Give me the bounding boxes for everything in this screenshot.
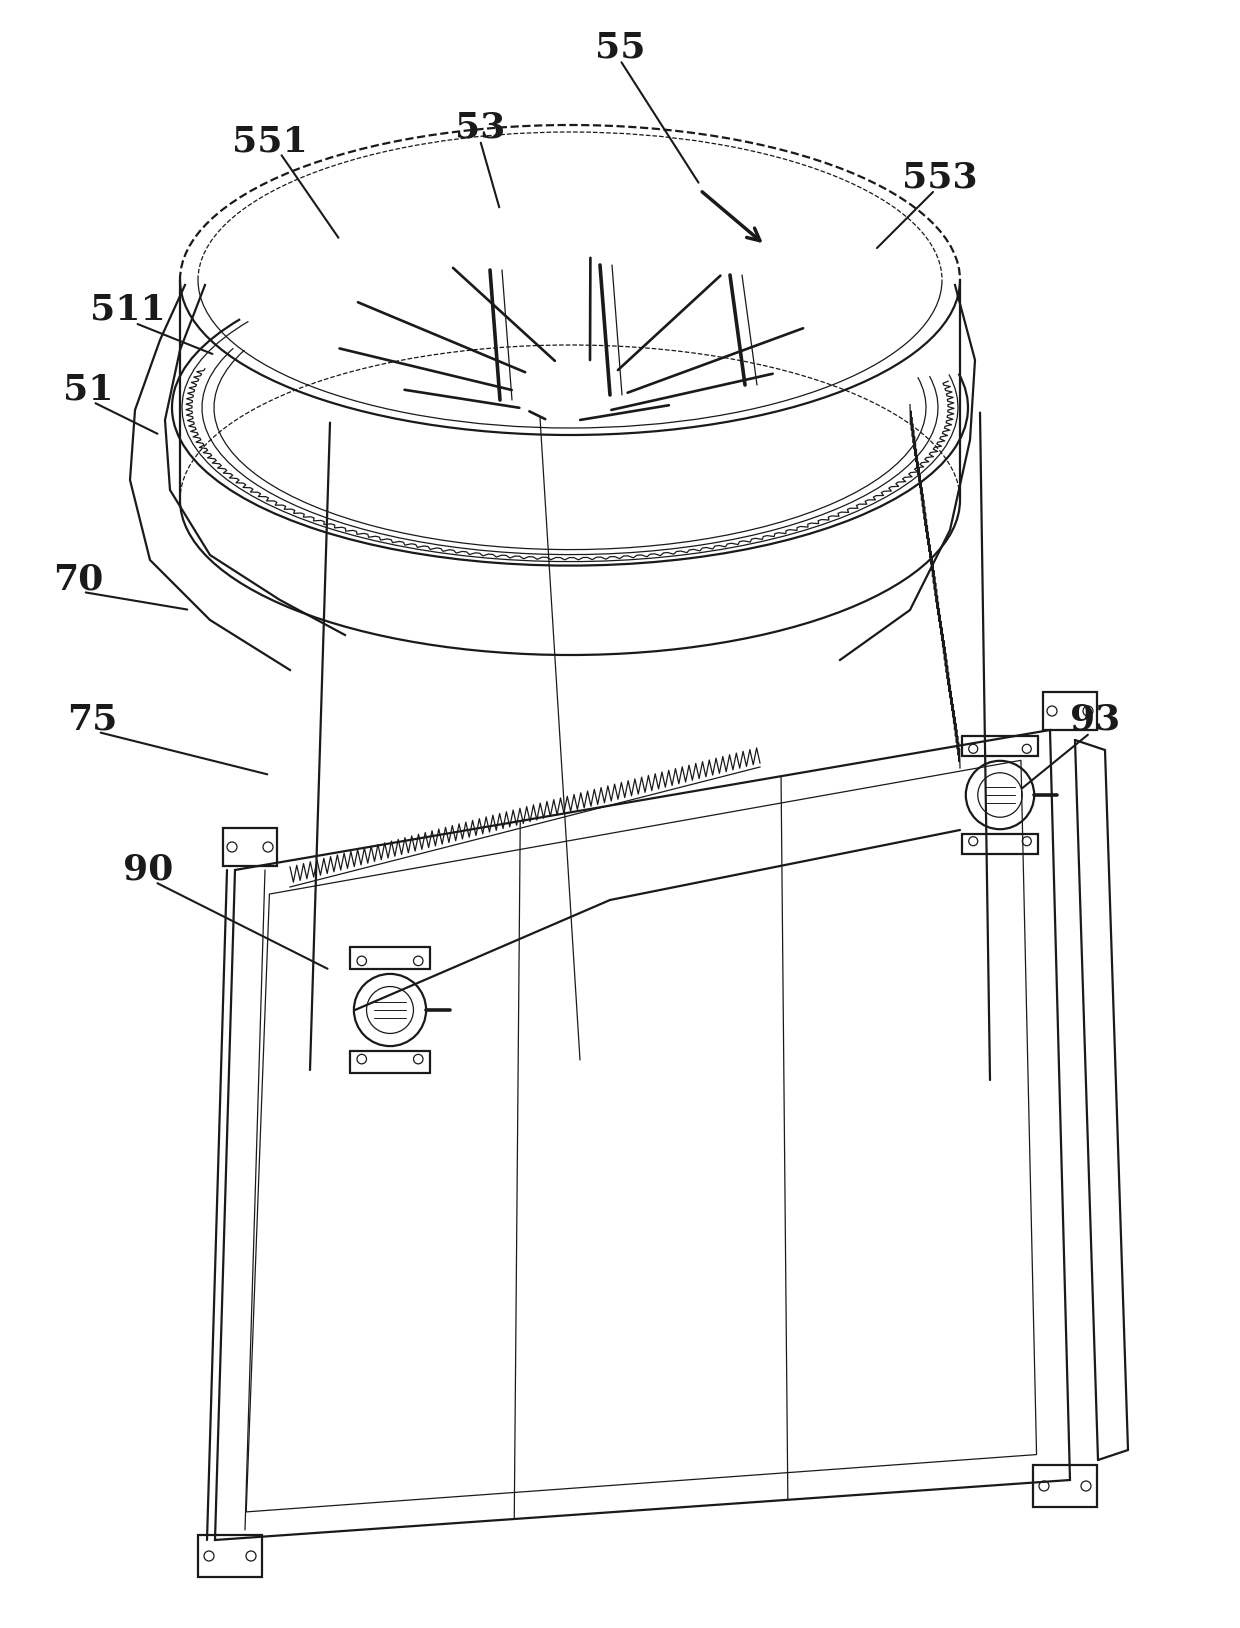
Text: 551: 551	[232, 125, 308, 160]
Text: 53: 53	[455, 111, 505, 145]
Text: 75: 75	[67, 703, 118, 737]
Text: 90: 90	[123, 853, 174, 887]
Text: 553: 553	[903, 161, 978, 195]
Text: 51: 51	[63, 373, 113, 407]
Text: 55: 55	[595, 31, 645, 65]
Text: 70: 70	[53, 563, 103, 597]
Text: 93: 93	[1070, 703, 1120, 737]
Text: 511: 511	[91, 293, 166, 327]
